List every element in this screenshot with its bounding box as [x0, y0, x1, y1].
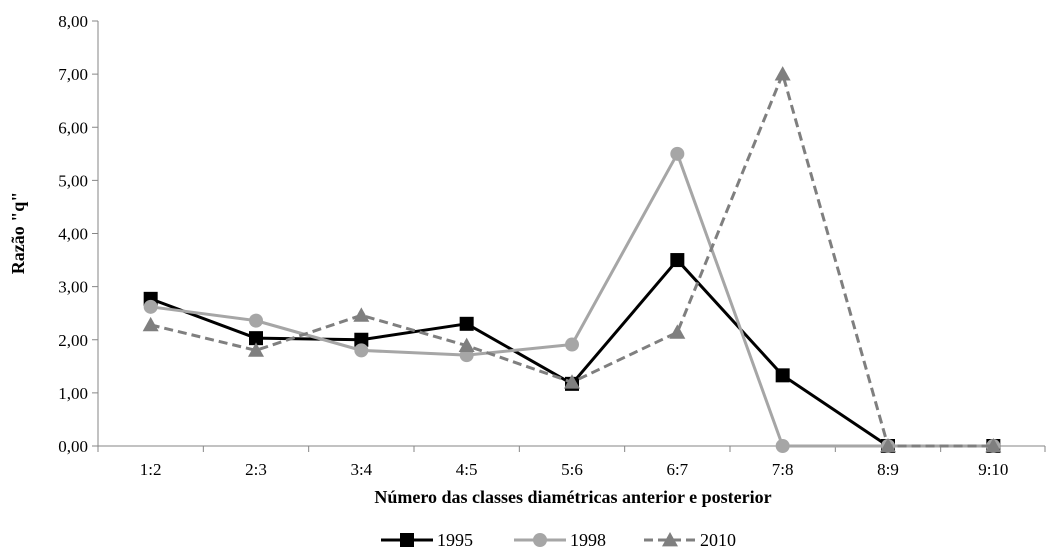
data-point-2010: [985, 438, 1002, 453]
y-tick-label: 3,00: [58, 278, 88, 297]
x-tick-label: 7:8: [772, 460, 794, 479]
y-tick-label: 8,00: [58, 12, 88, 31]
data-point-2010: [142, 316, 159, 332]
series-group: [142, 66, 1002, 453]
legend-marker: [662, 532, 678, 547]
legend-marker: [533, 533, 547, 547]
x-tick-label: 2:3: [245, 460, 267, 479]
legend-item-1995: 1995: [381, 530, 473, 550]
x-tick-label: 1:2: [140, 460, 162, 479]
series-line-1995: [150, 258, 994, 448]
data-point-2010: [564, 374, 580, 389]
y-tick-label: 4,00: [58, 225, 88, 244]
legend-item-2010: 2010: [644, 530, 736, 550]
x-axis-ticks: 1:2 2:3 3:4 4:5 5:6 6:7 7:8 8:9 9:10: [97, 446, 1046, 479]
data-point-1998: [249, 313, 263, 328]
data-point-2010: [458, 337, 475, 352]
legend-marker: [400, 533, 414, 547]
data-point-1995: [354, 332, 369, 347]
series-1995: [143, 253, 1001, 453]
data-point-2010: [774, 66, 791, 81]
data-point-1998: [143, 299, 158, 314]
x-tick-label: 4:5: [456, 460, 478, 479]
legend-label: 2010: [700, 530, 736, 550]
data-point-1998: [670, 146, 685, 161]
legend-label: 1998: [570, 530, 606, 550]
data-point-1998: [354, 343, 369, 358]
x-tick-label: 5:6: [561, 460, 583, 479]
x-tick-label: 9:10: [978, 460, 1008, 479]
y-tick-label: 5,00: [58, 171, 88, 190]
y-tick-label: 6,00: [58, 118, 88, 137]
data-point-1995: [459, 316, 474, 331]
y-tick-label: 1,00: [58, 384, 88, 403]
y-axis-ticks: 0,00 1,00 2,00 3,00 4,00 5,00 6,00 7,00 8,00: [58, 12, 98, 456]
data-point-1998: [775, 439, 790, 453]
data-point-2010: [353, 307, 370, 322]
y-tick-label: 2,00: [58, 331, 88, 350]
x-tick-label: 6:7: [666, 460, 688, 479]
data-point-1995: [249, 331, 263, 346]
data-point-1995: [775, 368, 790, 383]
series-2010: [142, 66, 1002, 453]
y-tick-label: 7,00: [58, 65, 88, 84]
series-1998: [143, 146, 1001, 453]
x-axis-title: Número das classes diamétricas anterior …: [374, 487, 771, 507]
data-point-2010: [248, 342, 264, 357]
data-point-1998: [565, 337, 579, 352]
y-axis-title: Razão "q": [8, 192, 28, 275]
series-line-1998: [150, 152, 994, 448]
x-tick-label: 3:4: [350, 460, 372, 479]
legend: 1995 1998 2010: [381, 530, 736, 550]
legend-item-1998: 1998: [514, 530, 606, 550]
x-tick-label: 8:9: [877, 460, 899, 479]
legend-label: 1995: [437, 530, 473, 550]
y-tick-label: 0,00: [58, 437, 88, 456]
data-point-1995: [670, 253, 685, 268]
data-point-2010: [669, 324, 686, 339]
data-point-2010: [880, 438, 896, 453]
